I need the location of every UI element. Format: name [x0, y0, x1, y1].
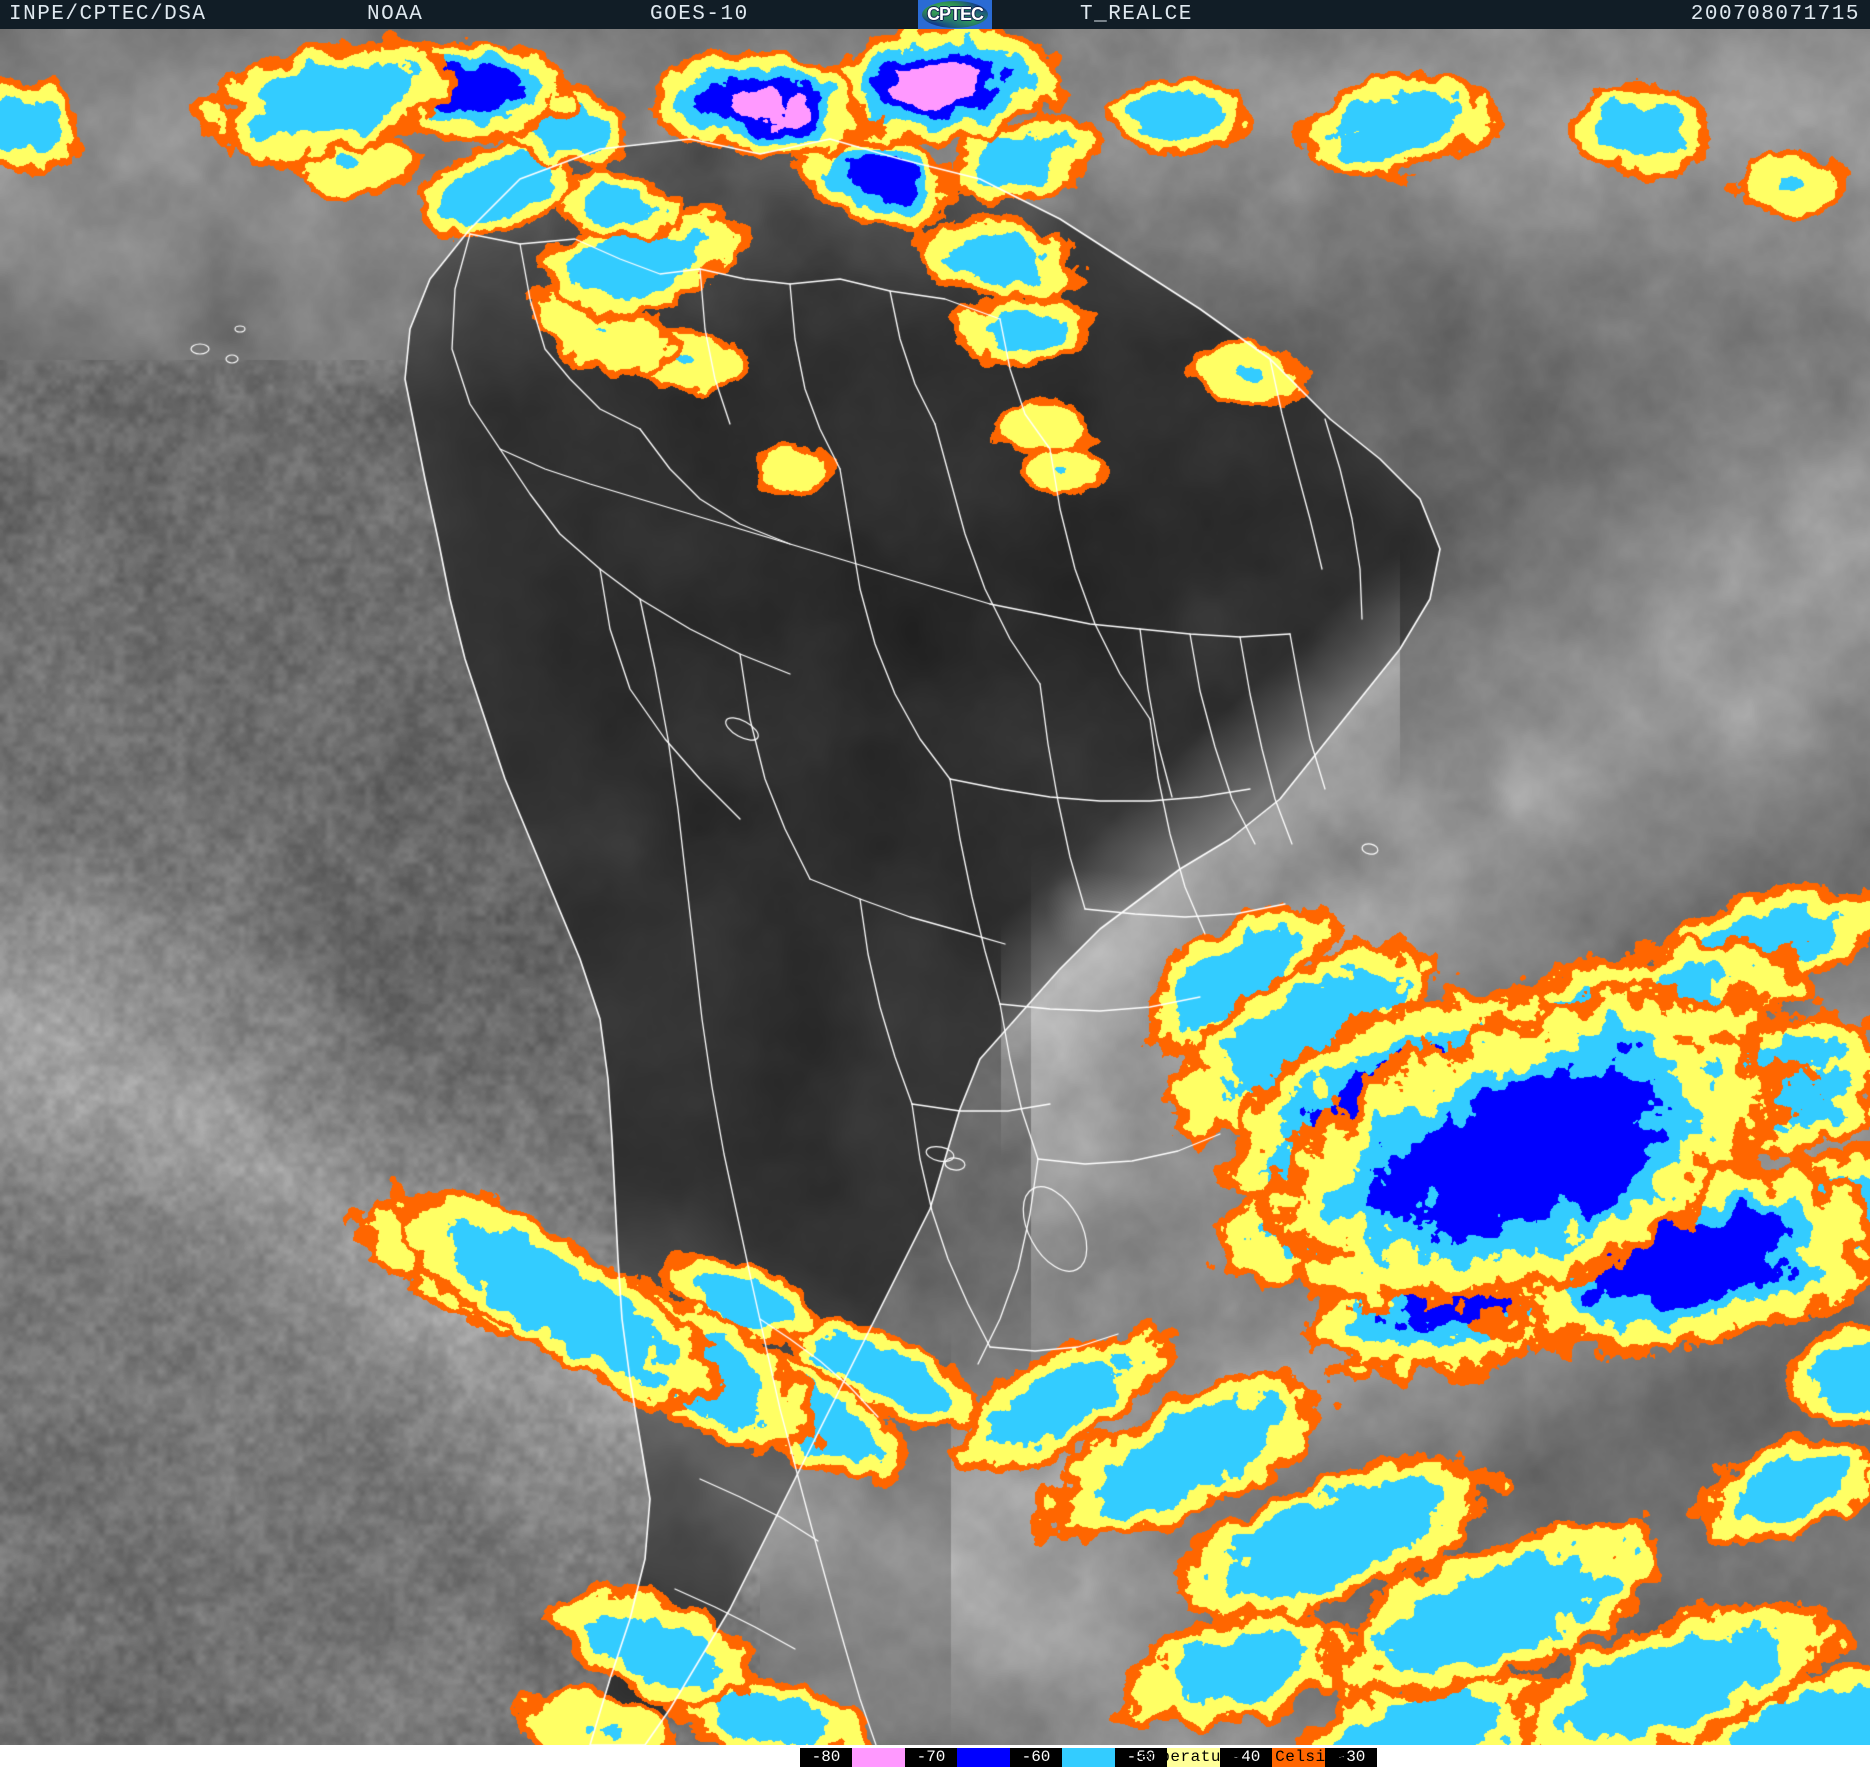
legend-tick-minus40: -40 [1220, 1748, 1272, 1767]
legend-swatch-blue-band [957, 1748, 1010, 1767]
enhanced-infrared-imagery [0, 29, 1870, 1745]
legend-tick-minus60: -60 [1010, 1748, 1062, 1767]
header-satellite-label: GOES-10 [650, 3, 749, 26]
legend-swatch-orange-band [1272, 1748, 1325, 1767]
satellite-image-canvas [0, 29, 1870, 1745]
legend-title: Temperatura [1130, 1748, 1242, 1766]
legend-bar: -80 -70 -60 -50 -40 -30 Temperatura Celsius [0, 1745, 1870, 1770]
header-timestamp-label: 200708071715 [1690, 3, 1860, 26]
legend-units-group: Temperatura Celsius [1130, 1748, 1346, 1767]
globe-icon [922, 1, 988, 28]
legend-swatch-yellow-band [1167, 1748, 1220, 1767]
legend-swatch-cyan-band [1062, 1748, 1115, 1767]
header-agency-label: INPE/CPTEC/DSA [9, 3, 207, 26]
cptec-logo-label: CPTEC [926, 4, 984, 24]
legend-swatch-magenta-band [852, 1748, 905, 1767]
header-satellite-owner-label: NOAA [367, 3, 424, 26]
legend-tick-minus50: -50 [1115, 1748, 1167, 1767]
header-product-label: T_REALCE [1080, 3, 1193, 26]
legend-tick-minus30: -30 [1325, 1748, 1377, 1767]
legend-tick-minus70: -70 [905, 1748, 957, 1767]
header-bar: INPE/CPTEC/DSA NOAA GOES-10 CPTEC T_REAL… [0, 0, 1870, 29]
cptec-logo[interactable]: CPTEC [918, 0, 992, 29]
temperature-color-scale: -80 -70 -60 -50 -40 -30 [800, 1748, 1377, 1767]
legend-tick-minus80: -80 [800, 1748, 852, 1767]
legend-unit-label: Celsius [1275, 1748, 1346, 1766]
